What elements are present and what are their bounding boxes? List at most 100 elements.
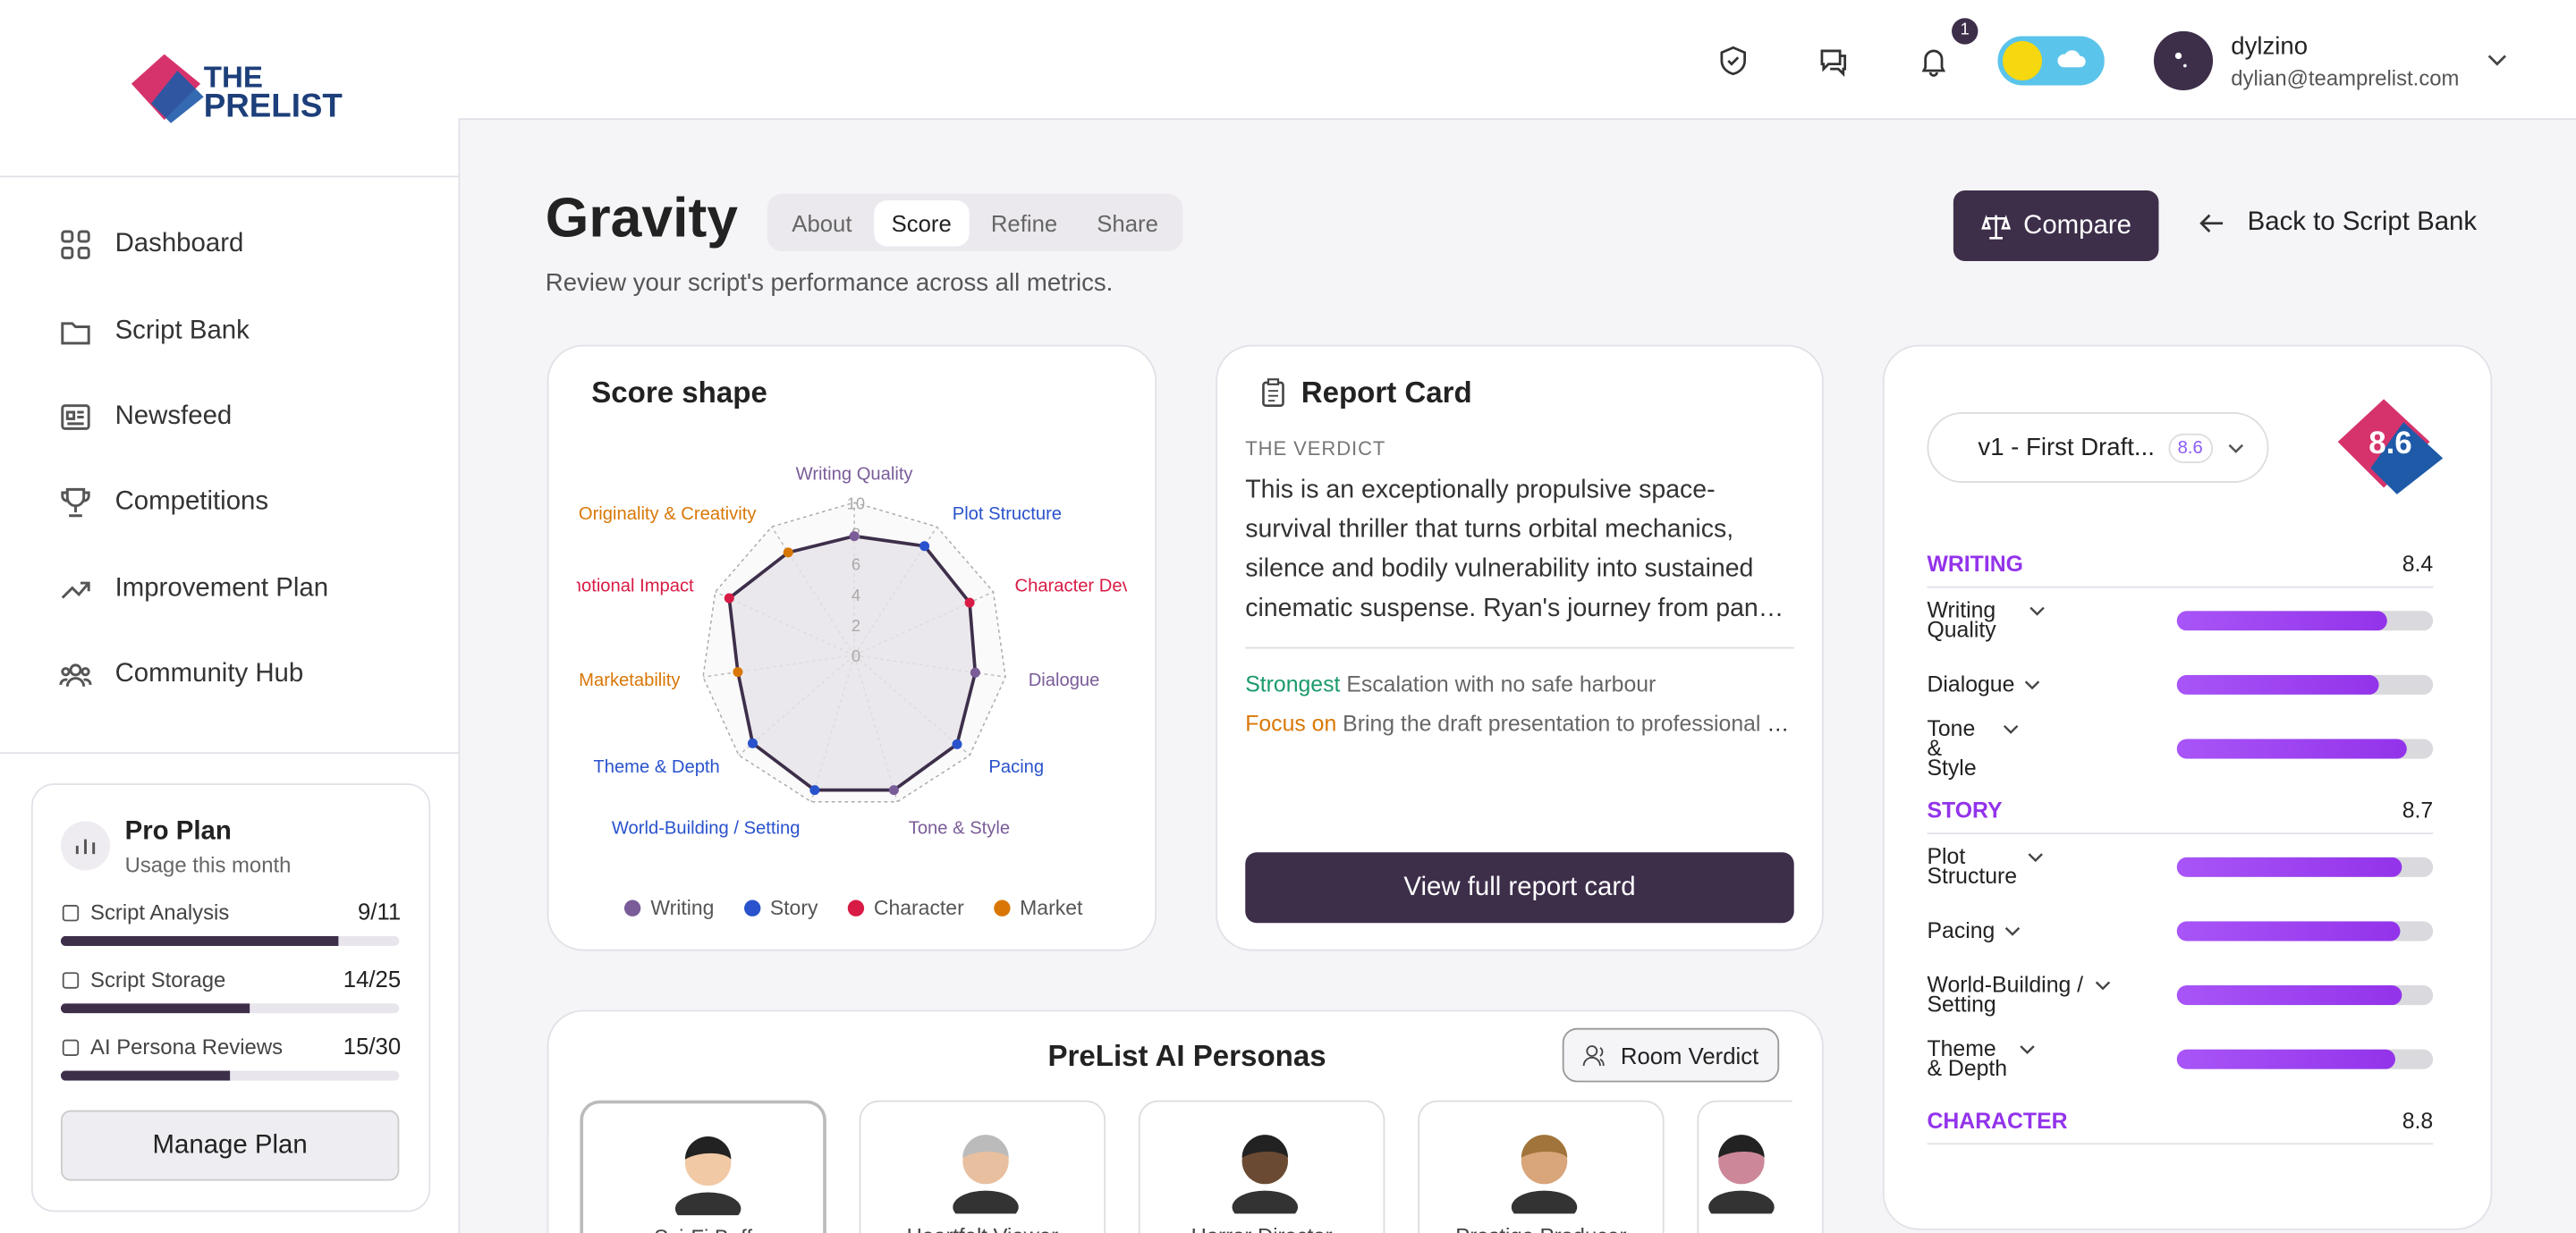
nav-item[interactable]: Competitions <box>59 486 268 519</box>
tab[interactable]: Refine <box>990 209 1058 236</box>
version-label[interactable]: v1 - First Draft... <box>1978 433 2155 462</box>
persona-card[interactable]: Prestige Producer <box>1418 1100 1665 1233</box>
nav-label[interactable]: Dashboard <box>114 230 244 258</box>
back-link[interactable]: Back to Script Bank <box>2199 208 2478 238</box>
room-verdict-label[interactable]: Room Verdict <box>1620 1042 1759 1068</box>
item-name-wrap[interactable]: Pacing <box>1927 916 2123 942</box>
item-name[interactable]: Writing Quality <box>1927 596 1996 642</box>
item-name[interactable]: Tone & Style <box>1927 714 1977 780</box>
persona-card[interactable]: Horror Director <box>1138 1100 1385 1233</box>
item-name-wrap[interactable]: Writing Quality <box>1927 596 2045 642</box>
section-score: 8.4 <box>2402 552 2434 577</box>
room-verdict-button[interactable]: Room Verdict <box>1562 1027 1780 1083</box>
score-point <box>952 739 962 749</box>
tab[interactable]: About <box>792 209 852 236</box>
persona-avatar <box>1232 1135 1299 1214</box>
item-chevron[interactable] <box>2095 976 2111 992</box>
legend: Writing Story Character Market <box>548 896 1155 920</box>
item-chevron[interactable] <box>2004 922 2021 938</box>
item-name-wrap[interactable]: Theme & Depth <box>1927 1035 2035 1080</box>
item-chevron[interactable] <box>2003 720 2019 736</box>
user-menu-chevron[interactable] <box>2486 49 2509 72</box>
nav-label[interactable]: Script Bank <box>114 317 250 345</box>
manage-plan-button[interactable]: Manage Plan <box>60 1110 400 1181</box>
nav-item[interactable]: Dashboard <box>59 228 243 261</box>
section-name: STORY <box>1927 798 2003 823</box>
overall-score: 8.6 <box>2368 426 2411 460</box>
persona-name[interactable]: Heartfelt Viewer <box>860 1223 1104 1233</box>
item-name-wrap[interactable]: Plot Structure <box>1927 843 2043 888</box>
axis-label: Theme & Depth <box>593 757 719 777</box>
persona-name[interactable]: Sci-Fi Buff <box>583 1225 823 1233</box>
nav-item[interactable]: Improvement Plan <box>59 573 328 606</box>
section-score: 8.8 <box>2402 1108 2434 1134</box>
item-chevron[interactable] <box>2024 676 2040 692</box>
legend-label: Character <box>873 896 964 920</box>
tab[interactable]: Score <box>873 199 970 246</box>
score-point <box>747 738 758 748</box>
radial-tick-label: 4 <box>852 586 860 604</box>
compare-button[interactable]: Compare <box>1953 190 2159 262</box>
nav-item[interactable]: Script Bank <box>59 316 250 349</box>
persona-card[interactable]: Sci-Fi Buff <box>580 1100 826 1233</box>
item-name[interactable]: Dialogue <box>1927 671 2015 696</box>
bar <box>2176 738 2408 758</box>
item-name[interactable]: Theme & Depth <box>1927 1035 2008 1080</box>
user-avatar[interactable] <box>2153 30 2214 91</box>
bar <box>2176 610 2387 630</box>
score-point <box>849 531 860 542</box>
score-point <box>733 667 743 678</box>
bell-icon[interactable] <box>1917 45 1950 78</box>
item-name-wrap[interactable]: Dialogue <box>1927 671 2123 696</box>
chat-icon[interactable] <box>1817 45 1850 78</box>
compare-label[interactable]: Compare <box>2023 211 2131 240</box>
nav-item[interactable]: Community Hub <box>59 659 303 692</box>
view-report-button[interactable]: View full report card <box>1245 852 1794 924</box>
nav-label[interactable]: Newsfeed <box>114 401 233 431</box>
score-row: Dialogue <box>1927 652 2434 716</box>
item-chevron[interactable] <box>2019 1041 2035 1057</box>
axis-label: World-Building / Setting <box>612 819 801 839</box>
nav-label[interactable]: Improvement Plan <box>114 574 329 604</box>
tabs: About Score Refine Share <box>767 193 1183 252</box>
nav-label[interactable]: Community Hub <box>114 660 304 688</box>
nav-item[interactable]: Newsfeed <box>59 401 232 434</box>
persona-card[interactable] <box>1697 1100 1792 1233</box>
usage-bar <box>60 935 338 946</box>
score-point <box>783 547 793 558</box>
axis-label: Originality & Creativity <box>579 504 757 524</box>
back-label[interactable]: Back to Script Bank <box>2247 208 2478 237</box>
strongest-text: Escalation with no safe harbour <box>1346 671 1657 697</box>
persona-name[interactable]: Horror Director <box>1140 1223 1384 1233</box>
bar-track <box>2176 920 2434 941</box>
tab[interactable]: Share <box>1097 209 1158 236</box>
item-name[interactable]: World-Building / Setting <box>1927 971 2084 1017</box>
theme-toggle[interactable] <box>1997 36 2105 86</box>
item-name-wrap[interactable]: World-Building / Setting <box>1927 971 2111 1017</box>
item-chevron[interactable] <box>2027 849 2043 865</box>
notification-badge: 1 <box>1952 18 1979 45</box>
item-name-wrap[interactable]: Tone & Style <box>1927 714 2019 780</box>
item-name[interactable]: Pacing <box>1927 916 1996 942</box>
persona-name[interactable]: Prestige Producer <box>1419 1223 1663 1233</box>
score-point <box>888 785 899 796</box>
page-title: Gravity <box>545 187 739 250</box>
nav-label[interactable]: Competitions <box>114 487 269 516</box>
axis-label: Emotional Impact <box>577 577 694 596</box>
usage-label: Script Analysis <box>90 899 230 925</box>
legend-label: Writing <box>650 896 715 920</box>
bar-track <box>2176 984 2434 1005</box>
persona-card[interactable]: Heartfelt Viewer <box>859 1100 1106 1233</box>
axis-label: Tone & Style <box>909 819 1010 839</box>
legend-swatch <box>623 899 641 916</box>
usage-count: 15/30 <box>343 1033 402 1060</box>
version-dropdown[interactable]: v1 - First Draft... 8.6 <box>1927 412 2269 483</box>
axis-label: Marketability <box>579 671 681 690</box>
item-name[interactable]: Plot Structure <box>1927 843 2018 888</box>
item-chevron[interactable] <box>2029 602 2045 618</box>
axis-label: Writing Quality <box>796 464 914 484</box>
shield-icon[interactable] <box>1716 45 1750 78</box>
legend-swatch <box>847 899 864 916</box>
